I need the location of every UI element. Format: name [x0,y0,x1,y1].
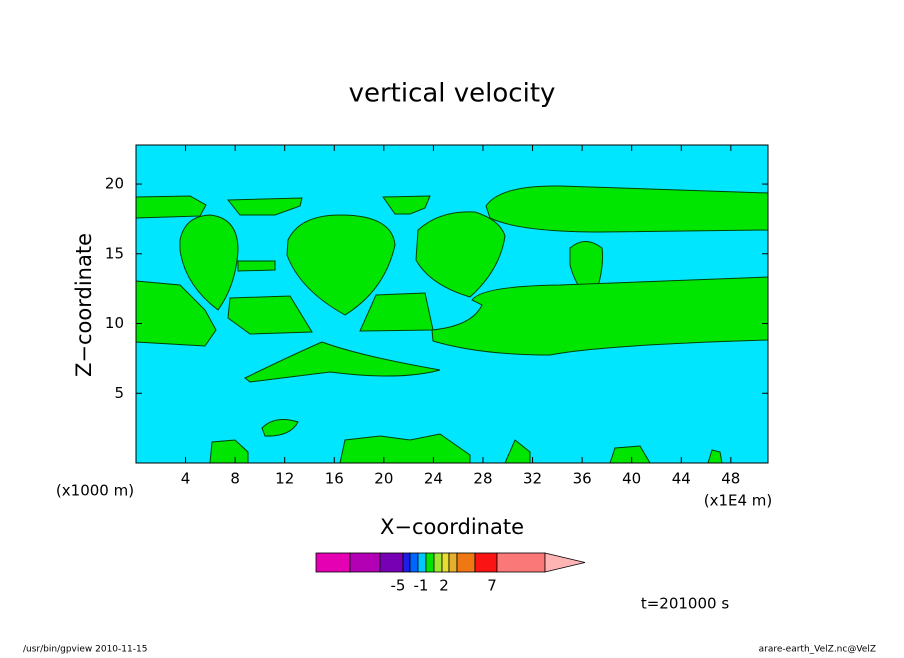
x-tick-label: 16 [325,470,344,488]
x-tick-label: 40 [622,470,641,488]
y-axis-label: Z−coordinate [72,233,96,377]
colorbar-swatch [379,552,404,573]
footer-left: /usr/bin/gpview 2010-11-15 [23,645,147,655]
colorbar-label: 2 [439,577,449,595]
y-tick-label: 20 [105,175,124,193]
colorbar-label: -1 [414,577,429,595]
x-tick-label: 44 [672,470,691,488]
chart-title: vertical velocity [349,79,556,109]
footer-right: arare-earth_VelZ.nc@VelZ [759,645,876,655]
colorbar-swatch [402,552,411,573]
colorbar-swatch [441,552,450,573]
x-tick-label: 36 [573,470,592,488]
colorbar-swatch [448,552,458,573]
colorbar-label: -5 [391,577,406,595]
plot-frame [135,144,769,464]
x-tick-label: 12 [275,470,294,488]
colorbar-swatch [349,552,381,573]
colorbar-swatch [474,552,498,573]
colorbar-swatch [417,552,427,573]
x-tick-label: 32 [523,470,542,488]
y-tick-label: 15 [105,244,124,262]
x-tick-label: 48 [721,470,740,488]
x-tick-label: 20 [374,470,393,488]
x-axis-label: X−coordinate [380,515,524,539]
x-tick-label: 28 [473,470,492,488]
x-tick-label: 4 [181,470,191,488]
colorbar-extension [544,552,586,573]
x-tick-label: 24 [424,470,443,488]
colorbar-swatch [425,552,435,573]
colorbar-swatch [315,552,351,573]
colorbar-swatch [433,552,443,573]
colorbar-swatch [409,552,419,573]
x-tick-label: 8 [230,470,240,488]
colorbar-label: 7 [487,577,497,595]
time-label: t=201000 s [641,595,729,613]
colorbar-swatch [456,552,476,573]
colorbar-swatch [496,552,546,573]
contour-fill [135,185,769,464]
y-unit: (x1000 m) [56,482,134,500]
y-tick-label: 5 [114,384,124,402]
x-unit: (x1E4 m) [704,492,773,510]
y-tick-label: 10 [105,314,124,332]
